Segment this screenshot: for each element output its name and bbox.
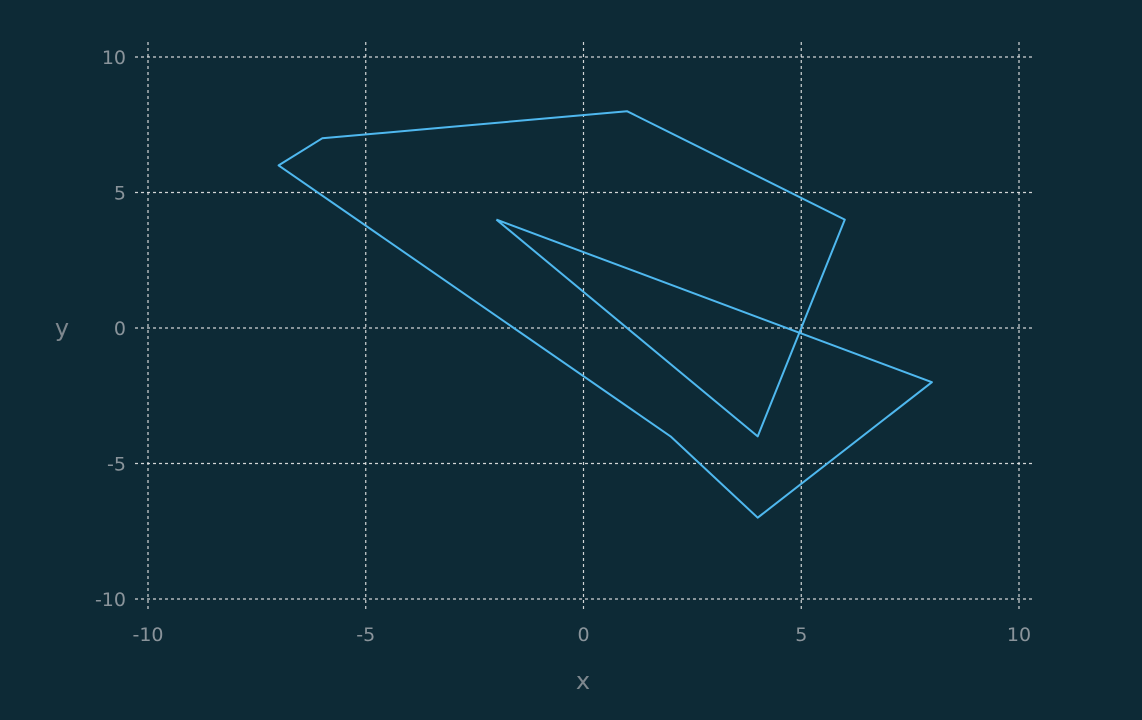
y-axis-label: y	[55, 314, 69, 342]
y-tick-label: 10	[102, 47, 126, 69]
y-tick-label: 5	[114, 183, 126, 205]
x-axis-label: x	[576, 667, 590, 695]
x-tick-label: -5	[356, 624, 375, 646]
series-group	[277, 110, 933, 519]
y-tick-label: 0	[114, 318, 126, 340]
x-tick-label: 10	[1007, 624, 1031, 646]
x-tick-label: 0	[577, 624, 589, 646]
x-tick-label: -10	[132, 624, 163, 646]
y-tick-label: -10	[95, 589, 126, 611]
series-line	[277, 110, 933, 519]
x-axis-ticks: -10 -5 0 5 10	[132, 624, 1031, 646]
grid	[135, 42, 1032, 612]
x-tick-label: 5	[795, 624, 807, 646]
y-tick-label: -5	[107, 454, 126, 476]
y-axis-ticks: -10 -5 0 5 10	[95, 47, 126, 611]
